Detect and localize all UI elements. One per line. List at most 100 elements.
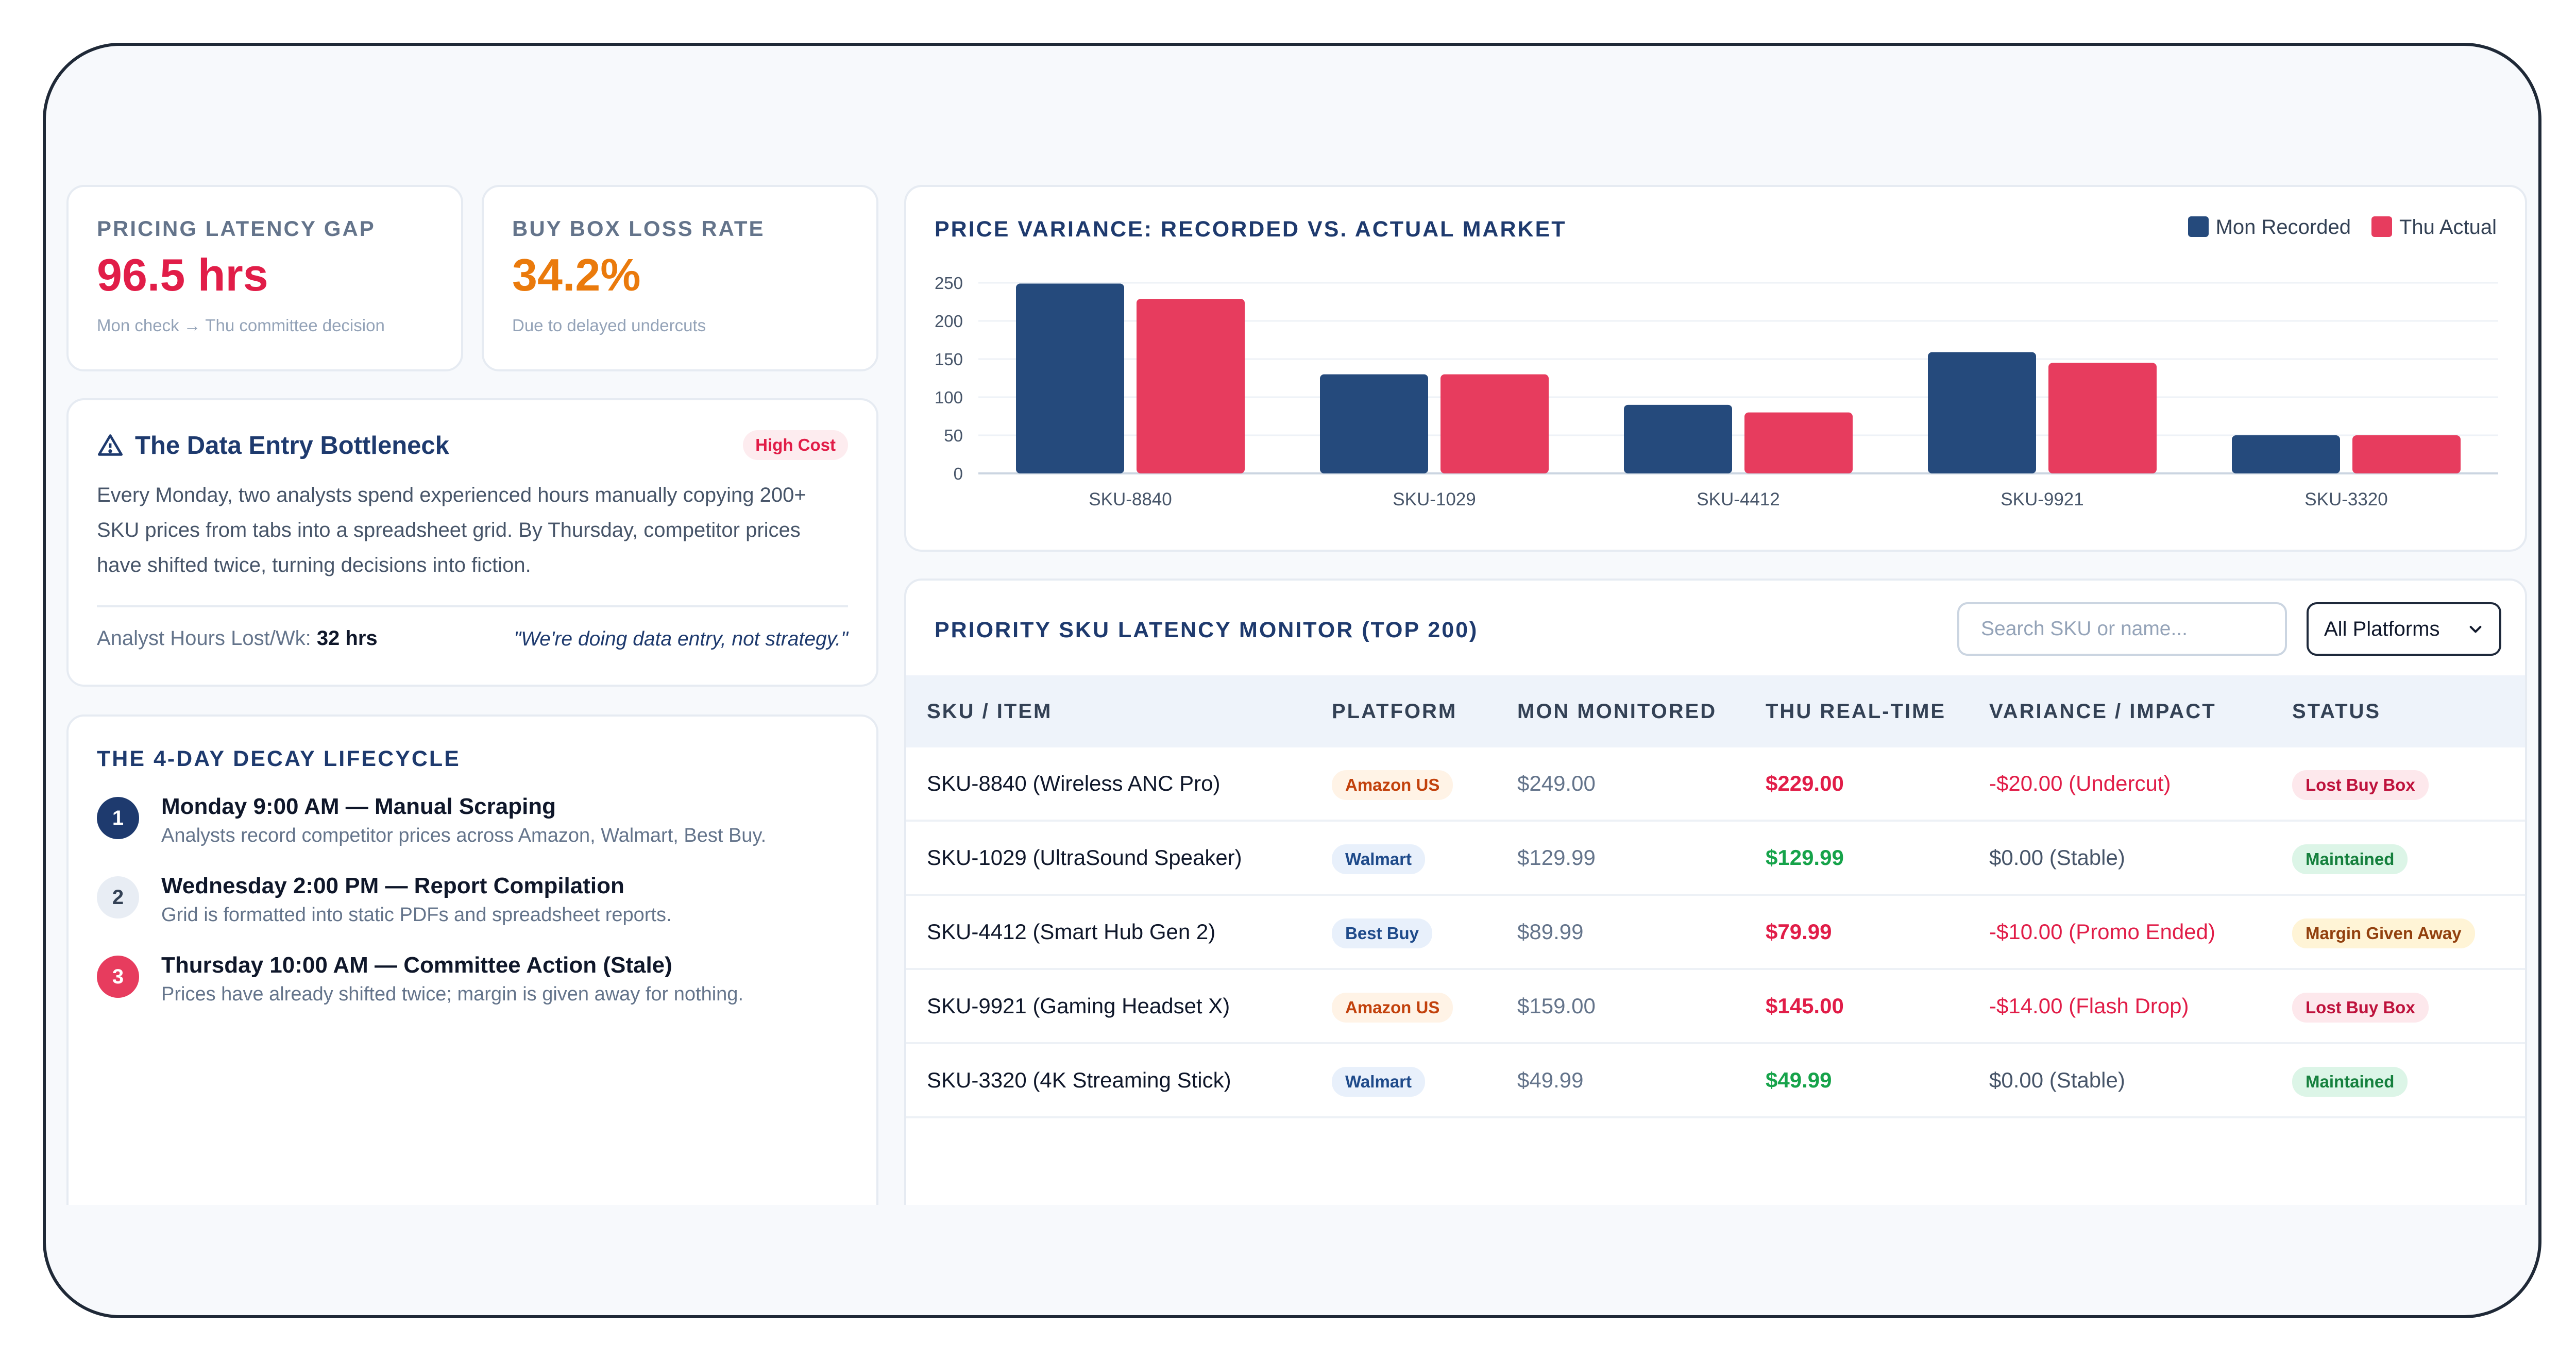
platform-badge: Walmart bbox=[1332, 844, 1425, 874]
status-badge: Margin Given Away bbox=[2292, 918, 2475, 948]
bar-sku-3320-mon-recorded[interactable] bbox=[2232, 435, 2340, 473]
status-badge: Maintained bbox=[2292, 1066, 2408, 1097]
kpi-subtext: Due to delayed undercuts bbox=[512, 316, 706, 335]
bar-sku-4412-thu-actual[interactable] bbox=[1744, 412, 1853, 473]
step-description: Grid is formatted into static PDFs and s… bbox=[161, 904, 672, 926]
price-variance-chart-card: 250 200 150 100 50 0 SKU-8840 SKU-1029 SKU-4412 S… bbox=[904, 185, 2527, 552]
platform-badge: Walmart bbox=[1332, 1066, 1425, 1097]
y-tick-label: 50 bbox=[944, 426, 963, 445]
platform-cell: Walmart bbox=[1332, 822, 1425, 894]
variance-cell: $0.00 (Stable) bbox=[1989, 845, 2125, 870]
bottleneck-header: The Data Entry Bottleneck bbox=[97, 431, 449, 460]
status-badge: Lost Buy Box bbox=[2292, 770, 2429, 800]
sku-item-cell: SKU-8840 (Wireless ANC Pro) bbox=[927, 771, 1221, 795]
column-header: PLATFORM bbox=[1332, 700, 1458, 723]
column-header: STATUS bbox=[2292, 700, 2381, 723]
chevron-down-icon bbox=[2469, 626, 2482, 633]
status-cell: Maintained bbox=[2292, 822, 2408, 894]
status-cell: Lost Buy Box bbox=[2292, 747, 2429, 820]
chart-title: PRICE VARIANCE: RECORDED VS. ACTUAL MARK… bbox=[935, 217, 1567, 242]
high-cost-badge: High Cost bbox=[743, 430, 848, 460]
variance-cell: -$20.00 (Undercut) bbox=[1989, 771, 2171, 795]
status-cell: Lost Buy Box bbox=[2292, 970, 2429, 1042]
column-header: SKU / ITEM bbox=[927, 700, 1053, 723]
mon-price-cell: $249.00 bbox=[1517, 771, 1596, 795]
chart-legend: Mon Recorded Thu Actual bbox=[2188, 216, 2497, 239]
lifecycle-title: THE 4-DAY DECAY LIFECYCLE bbox=[97, 746, 461, 771]
platform-filter-select[interactable]: All Platforms bbox=[2307, 602, 2501, 656]
platform-cell: Amazon US bbox=[1332, 970, 1453, 1042]
step-description: Prices have already shifted twice; margi… bbox=[161, 983, 743, 1005]
table-row[interactable]: SKU-4412 (Smart Hub Gen 2) Best Buy $89.99… bbox=[906, 896, 2525, 970]
variance-cell: -$14.00 (Flash Drop) bbox=[1989, 994, 2189, 1018]
bottleneck-card: The Data Entry Bottleneck High Cost Ever… bbox=[66, 398, 878, 687]
analyst-hours: Analyst Hours Lost/Wk: 32 hrs bbox=[97, 627, 378, 650]
lifecycle-step: 1 Monday 9:00 AM — Manual Scraping Analy… bbox=[97, 794, 844, 866]
bar-sku-1029-mon-recorded[interactable] bbox=[1320, 374, 1428, 473]
bar-sku-3320-thu-actual[interactable] bbox=[2352, 435, 2461, 473]
search-input[interactable] bbox=[1957, 602, 2287, 656]
lifecycle-step: 3 Thursday 10:00 AM — Committee Action (… bbox=[97, 952, 844, 1025]
x-category-label: SKU-9921 bbox=[2001, 489, 2083, 509]
kpi-label: PRICING LATENCY GAP bbox=[97, 216, 376, 241]
legend-item-mon-recorded: Mon Recorded bbox=[2188, 216, 2351, 239]
table-row[interactable]: SKU-3320 (4K Streaming Stick) Walmart $49.… bbox=[906, 1044, 2525, 1118]
dashboard-frame: PRICING LATENCY GAP 96.5 hrs Mon check →… bbox=[43, 43, 2541, 1318]
platform-filter-value: All Platforms bbox=[2324, 617, 2440, 640]
column-header: THU REAL-TIME bbox=[1766, 700, 1946, 723]
bar-sku-9921-mon-recorded[interactable] bbox=[1928, 352, 2036, 473]
platform-badge: Amazon US bbox=[1332, 770, 1453, 800]
legend-item-thu-actual: Thu Actual bbox=[2371, 216, 2497, 239]
thu-price-cell: $145.00 bbox=[1766, 994, 1844, 1018]
table-row[interactable]: SKU-9921 (Gaming Headset X) Amazon US $159… bbox=[906, 970, 2525, 1044]
step-description: Analysts record competitor prices across… bbox=[161, 825, 767, 846]
bar-sku-1029-thu-actual[interactable] bbox=[1440, 374, 1549, 473]
bottleneck-title: The Data Entry Bottleneck bbox=[135, 432, 449, 460]
kpi-card-latency: PRICING LATENCY GAP 96.5 hrs Mon check →… bbox=[66, 185, 463, 371]
x-category-label: SKU-1029 bbox=[1393, 489, 1476, 509]
mon-price-cell: $159.00 bbox=[1517, 994, 1596, 1018]
table-title: PRIORITY SKU LATENCY MONITOR (TOP 200) bbox=[935, 618, 1479, 642]
bar-sku-4412-mon-recorded[interactable] bbox=[1624, 404, 1732, 473]
column-header: MON MONITORED bbox=[1517, 700, 1717, 723]
variance-cell: -$10.00 (Promo Ended) bbox=[1989, 920, 2215, 944]
table-row[interactable]: SKU-8840 (Wireless ANC Pro) Amazon US $249… bbox=[906, 747, 2525, 822]
sku-item-cell: SKU-9921 (Gaming Headset X) bbox=[927, 994, 1230, 1018]
divider bbox=[97, 605, 848, 607]
table-row[interactable]: SKU-1029 (UltraSound Speaker) Walmart $129… bbox=[906, 822, 2525, 896]
analyst-hours-value: 32 hrs bbox=[316, 627, 378, 650]
bar-sku-9921-thu-actual[interactable] bbox=[2048, 363, 2157, 473]
step-number: 3 bbox=[97, 956, 139, 998]
warning-triangle-icon bbox=[97, 434, 123, 456]
bar-sku-8840-thu-actual[interactable] bbox=[1137, 299, 1245, 473]
dashboard-viewport: PRICING LATENCY GAP 96.5 hrs Mon check →… bbox=[46, 46, 2538, 1205]
mon-price-cell: $129.99 bbox=[1517, 845, 1596, 870]
thu-price-cell: $229.00 bbox=[1766, 771, 1844, 795]
platform-badge: Best Buy bbox=[1332, 918, 1433, 948]
thu-price-cell: $49.99 bbox=[1766, 1068, 1832, 1092]
kpi-subtext: Mon check → Thu committee decision bbox=[97, 316, 385, 335]
table-header: SKU / ITEM PLATFORM MON MONITORED THU RE… bbox=[906, 675, 2525, 747]
bar-sku-8840-mon-recorded[interactable] bbox=[1016, 283, 1124, 473]
lifecycle-step: 2 Wednesday 2:00 PM — Report Compilation… bbox=[97, 873, 844, 945]
kpi-value: 34.2% bbox=[512, 249, 641, 300]
kpi-label: BUY BOX LOSS RATE bbox=[512, 216, 765, 241]
status-cell: Margin Given Away bbox=[2292, 896, 2475, 968]
thu-price-cell: $129.99 bbox=[1766, 845, 1844, 870]
analyst-quote: "We're doing data entry, not strategy." bbox=[514, 628, 848, 650]
price-variance-chart: 250 200 150 100 50 0 SKU-8840 SKU-1029 SKU-4412 S… bbox=[935, 274, 2498, 509]
step-title: Wednesday 2:00 PM — Report Compilation bbox=[161, 873, 624, 898]
step-number: 1 bbox=[97, 797, 139, 839]
sku-item-cell: SKU-4412 (Smart Hub Gen 2) bbox=[927, 920, 1216, 944]
kpi-card-buybox: BUY BOX LOSS RATE 34.2% Due to delayed u… bbox=[482, 185, 878, 371]
status-badge: Lost Buy Box bbox=[2292, 992, 2429, 1023]
mon-price-cell: $49.99 bbox=[1517, 1068, 1584, 1092]
status-badge: Maintained bbox=[2292, 844, 2408, 874]
kpi-value: 96.5 hrs bbox=[97, 249, 268, 300]
y-tick-label: 0 bbox=[954, 464, 963, 483]
analyst-hours-label: Analyst Hours Lost/Wk: bbox=[97, 627, 311, 650]
step-title: Thursday 10:00 AM — Committee Action (St… bbox=[161, 952, 672, 978]
sku-item-cell: SKU-1029 (UltraSound Speaker) bbox=[927, 845, 1242, 870]
status-cell: Maintained bbox=[2292, 1044, 2408, 1116]
legend-label: Thu Actual bbox=[2399, 216, 2497, 239]
